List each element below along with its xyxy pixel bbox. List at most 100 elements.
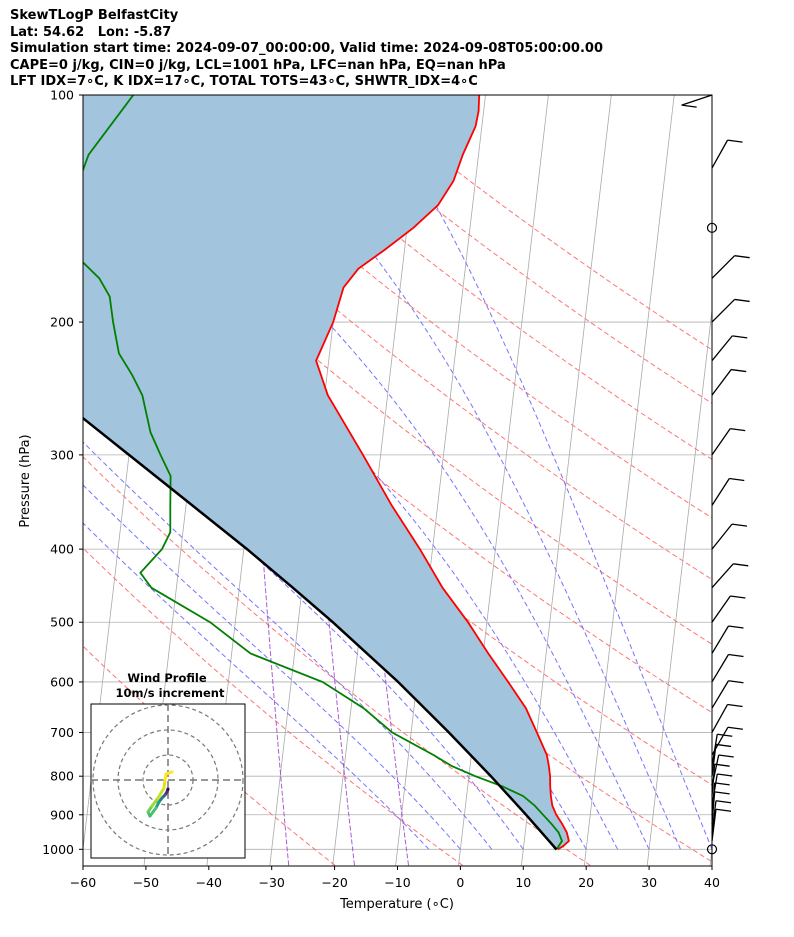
wind-barb-flag [732,335,748,339]
moist-adiabat [232,95,681,850]
y-tick-label: 500 [50,615,74,630]
y-tick-label: 300 [50,447,74,462]
x-tick-label: 0 [456,875,464,890]
wind-barb [711,595,731,623]
wind-barb-flag [728,625,744,629]
x-axis-label: Temperature (∘C) [339,897,454,912]
x-tick-label: 20 [578,875,594,890]
wind-barb [711,704,729,733]
wind-barb [711,625,730,654]
wind-barb-flag [717,733,733,737]
wind-barb-flag [718,754,734,758]
dry-adiabat [83,547,463,866]
wind-barb [711,478,730,506]
time-line: Simulation start time: 2024-09-07_00:00:… [10,41,603,56]
moist-adiabat [83,484,461,850]
dewpoint-line [83,95,564,850]
wind-barb [711,754,720,787]
wind-barb-flag [714,782,730,786]
location-line: Lat: 54.62 Lon: -5.87 [10,24,172,40]
wind-barb-flag [733,563,749,567]
wind-barb [711,428,731,456]
hodograph-trace [164,770,174,776]
dry-adiabat [99,95,712,581]
wind-barb [711,369,732,396]
wind-barb-flag [731,523,748,527]
wind-barb-flag [734,298,750,303]
wind-barb [711,773,718,806]
wind-barb [711,255,736,279]
moist-adiabat [83,522,430,850]
wind-barb-flag [681,104,697,108]
x-tick-label: −60 [70,875,96,890]
moist-adiabat [83,391,524,850]
wind-barb-flag [731,368,747,373]
wind-barb-flag [728,680,744,684]
wind-barb [711,335,733,362]
isotherm [709,845,712,866]
wind-barb [711,680,730,709]
cape-line: CAPE=0 j/kg, CIN=0 j/kg, LCL=1001 hPa, L… [10,57,506,73]
y-tick-label: 1000 [42,842,74,857]
y-tick-label: 800 [50,769,74,784]
wind-barb [681,94,713,106]
x-tick-label: −10 [384,875,410,890]
wind-barb-flag [715,808,732,812]
temperature-line [315,95,570,851]
hodograph-subtitle: 10m/s increment [116,686,225,700]
wind-barb-flag [715,800,732,804]
wind-barb [711,726,729,756]
wind-barb-flag [727,139,743,143]
wind-barb-flag [730,427,746,432]
wind-barb [711,809,717,842]
x-tick-label: −30 [259,875,285,890]
moist-adiabat [102,95,650,850]
wind-barb-flag [714,791,730,795]
isotherm [646,306,712,866]
wind-barb-calm [706,222,718,233]
wind-barb-flag [734,255,750,259]
y-tick-label: 600 [50,674,74,689]
x-tick-label: −20 [321,875,347,890]
y-tick-label: 700 [50,725,74,740]
indices-line: LFT IDX=7∘C, K IDX=17∘C, TOTAL TOTS=43∘C… [10,74,478,89]
cin-shading [83,95,569,850]
y-tick-label: 100 [50,88,74,103]
wind-barb-flag [727,703,743,708]
wind-barb-flag [730,595,746,599]
chart-title: SkewTLogP BelfastCity [10,8,179,23]
y-tick-label: 900 [50,807,74,822]
isotherm [395,95,486,866]
hodograph-trace [150,796,160,808]
y-tick-label: 400 [50,542,74,557]
x-tick-label: 10 [515,875,531,890]
parcel-line [83,416,558,851]
dry-adiabat [83,144,712,645]
wind-barb-flag [729,477,745,482]
wind-barb [711,563,734,589]
dry-adiabat [164,95,712,519]
mixing-ratio-line [255,454,290,866]
isotherm [583,95,675,866]
y-tick-label: 200 [50,315,74,330]
wind-barb-flag [728,653,744,658]
x-tick-label: −50 [133,875,159,890]
hodograph-plot [91,704,245,858]
x-tick-label: −40 [196,875,222,890]
wind-barb [711,800,717,833]
wind-barb [711,139,729,169]
x-tick-label: 30 [641,875,657,890]
wind-barb [711,298,736,323]
wind-barb [711,791,716,824]
x-tick-label: 40 [704,875,720,890]
wind-barb [711,523,733,550]
hodograph-trace [156,786,166,800]
moist-adiabat [368,95,712,850]
chart-header: SkewTLogP BelfastCity Lat: 54.62 Lon: -5… [10,8,603,91]
dry-adiabat [229,95,712,460]
hodograph-title: Wind Profile [127,671,207,685]
wind-barb [711,654,730,683]
wind-barb-calm [706,844,718,855]
y-axis-label: Pressure (hPa) [18,434,33,527]
